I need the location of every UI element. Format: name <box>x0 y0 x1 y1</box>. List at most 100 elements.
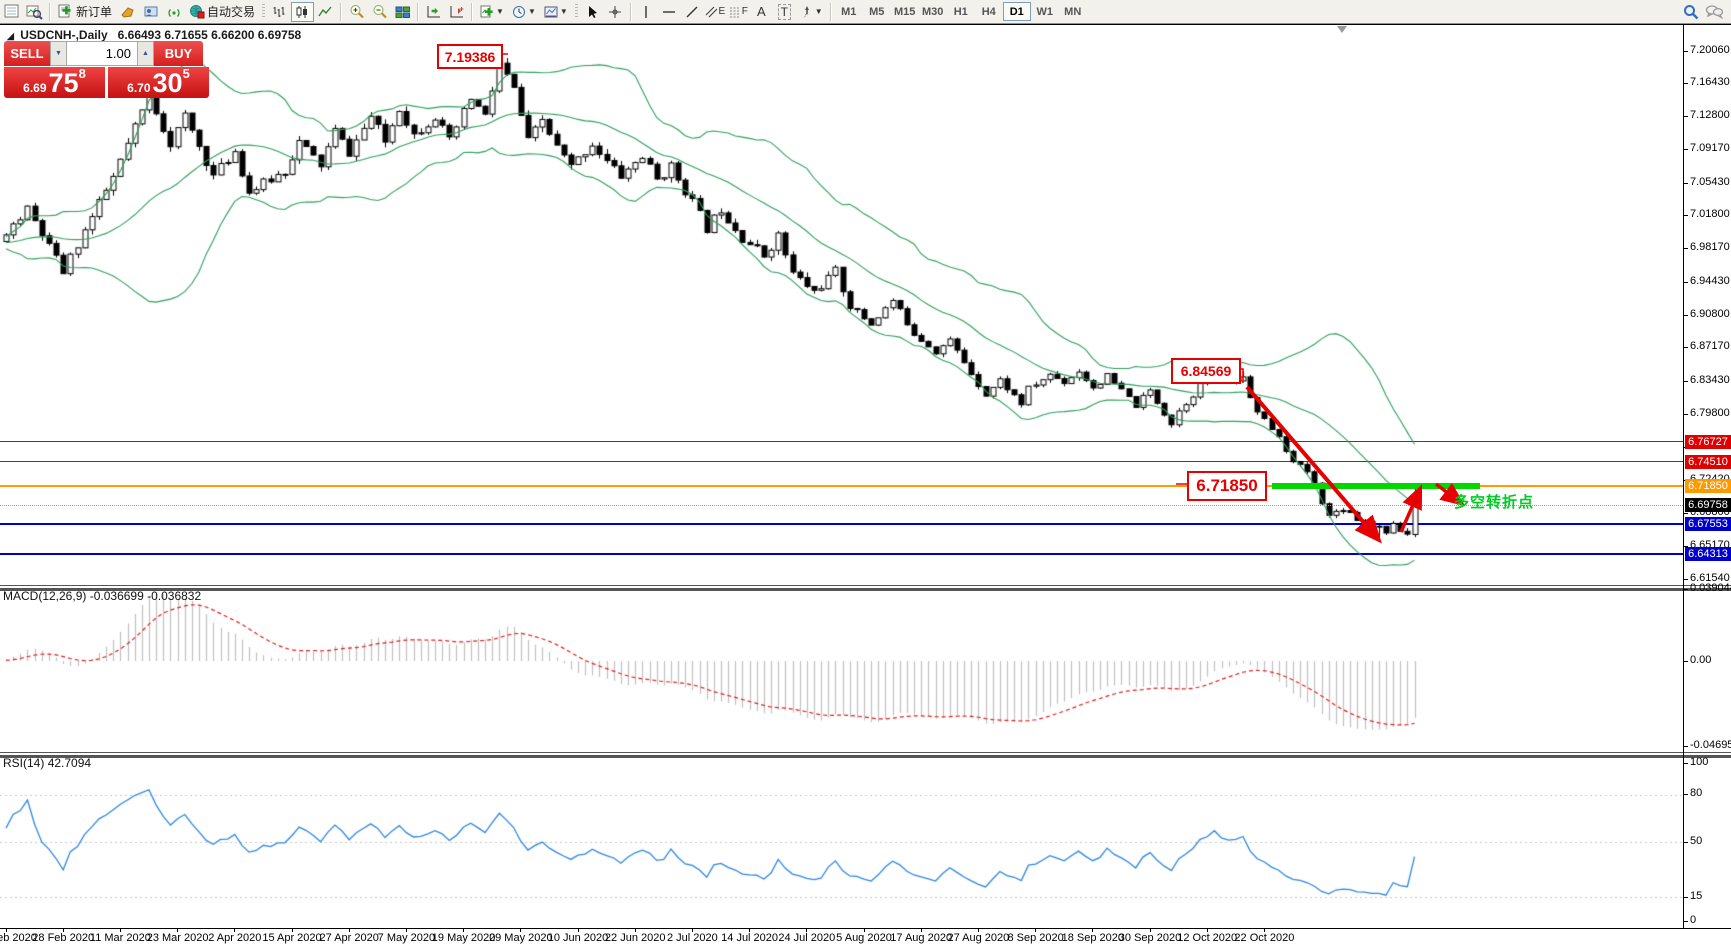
timeframe-button-m30[interactable]: M30 <box>922 5 944 18</box>
zoom-out-button[interactable] <box>368 2 391 22</box>
volume-increase-button[interactable]: ▲ <box>137 41 154 66</box>
signals-icon <box>167 8 180 17</box>
search-button[interactable] <box>1679 2 1702 22</box>
price-line-label: 6.76727 <box>1685 435 1731 449</box>
date-tick-mark <box>806 929 807 932</box>
trend-arrow-object[interactable] <box>1399 484 1423 533</box>
expert-advisors-button[interactable] <box>116 2 139 22</box>
price-line-label: 6.64313 <box>1685 547 1731 561</box>
pivot-zone-highlight[interactable] <box>1272 483 1480 489</box>
price-tick-mark <box>1683 83 1688 84</box>
chart-title: ◢ USDCNH-,Daily 6.66493 6.71655 6.66200 … <box>7 28 301 42</box>
timeframe-button-h1[interactable]: H1 <box>953 5 968 18</box>
trendline-tool-button[interactable] <box>681 2 704 22</box>
signals-button[interactable] <box>162 2 185 22</box>
periods-button[interactable]: ▼ <box>508 2 540 22</box>
arrows-tool-button[interactable]: ▼ <box>796 2 827 22</box>
date-tick-mark <box>520 929 521 932</box>
metaeditor-button[interactable] <box>139 2 162 22</box>
drawing-objects-overlay[interactable] <box>0 25 1683 585</box>
new-order-button[interactable]: 新订单 <box>54 2 116 22</box>
candlestick-chart-button[interactable] <box>291 1 315 22</box>
sell-price-quote[interactable]: 6.69 75 8 <box>4 67 105 98</box>
chevron-down-icon: ▼ <box>496 7 504 16</box>
buy-price-quote[interactable]: 6.70 30 5 <box>108 67 209 98</box>
date-tick-mark <box>1264 929 1265 932</box>
rsi-tick-label: 0 <box>1690 914 1697 926</box>
sell-button[interactable]: SELL <box>4 41 50 66</box>
timeframe-button-m1[interactable]: M1 <box>841 5 857 18</box>
volume-decrease-button[interactable]: ▼ <box>50 41 67 66</box>
date-tick-mark <box>692 929 693 932</box>
swing-high-price-label[interactable]: 7.19386 <box>437 44 503 69</box>
toolbar-separator <box>471 2 474 21</box>
autotrading-label: 自动交易 <box>207 5 256 19</box>
expert-advisors-icon <box>120 6 134 18</box>
toolbar-separator <box>340 2 343 21</box>
timeframe-button-h4[interactable]: H4 <box>981 5 996 18</box>
rsi-indicator-canvas[interactable] <box>0 755 1683 928</box>
toolbar-separator <box>629 2 632 21</box>
templates-button[interactable]: ▼ <box>540 2 572 22</box>
chart-shift-button[interactable] <box>445 2 468 22</box>
text-tool-button[interactable]: A <box>750 2 773 22</box>
pane-separator[interactable] <box>0 752 1731 755</box>
indicators-button[interactable]: ▼ <box>476 2 508 22</box>
cursor-button[interactable] <box>581 2 604 22</box>
candlestick-chart-icon <box>296 5 308 18</box>
timeframe-button-w1[interactable]: W1 <box>1036 5 1053 18</box>
horizontal-line-tool-button[interactable] <box>658 2 681 22</box>
rsi-value: 42.7094 <box>47 756 92 770</box>
auto-scroll-button[interactable] <box>422 2 445 22</box>
zoom-in-button[interactable] <box>345 2 368 22</box>
pane-separator[interactable] <box>0 585 1731 588</box>
text-label-tool-button[interactable]: T <box>773 2 796 22</box>
new-chart-button[interactable] <box>0 2 23 22</box>
text-label-icon: T <box>777 3 791 20</box>
toolbar-drag-handle[interactable] <box>574 4 578 19</box>
timeframe-button-mn[interactable]: MN <box>1064 5 1082 18</box>
bar-chart-button[interactable] <box>268 2 291 22</box>
vertical-line-tool-button[interactable] <box>635 2 658 22</box>
pivot-note-text[interactable]: 多空转折点 <box>1454 494 1535 511</box>
new-order-label: 新订单 <box>76 5 113 19</box>
price-line-label: 6.67553 <box>1685 517 1731 531</box>
macd-tick-mark <box>1683 589 1688 590</box>
fibonacci-tool-button[interactable]: F <box>727 2 750 22</box>
chart-shift-marker[interactable] <box>1337 26 1347 33</box>
price-tick-mark <box>1683 347 1688 348</box>
crosshair-button[interactable] <box>604 2 627 22</box>
timeframe-button-d1[interactable]: D1 <box>1002 2 1031 21</box>
trend-arrow-object[interactable] <box>1434 482 1466 507</box>
date-tick-label: 23 Mar 2020 <box>146 932 209 944</box>
buy-price-major: 6.70 <box>127 81 151 95</box>
date-tick-label: 19 May 2020 <box>431 932 496 944</box>
crosshair-icon <box>609 5 622 18</box>
toolbar-drag-handle[interactable] <box>262 4 266 19</box>
pivot-price-label[interactable]: 6.71850 <box>1187 471 1267 501</box>
rsi-indicator-title: RSI(14) 42.7094 <box>3 756 92 770</box>
vertical-line-icon <box>645 5 647 18</box>
toolbar-separator <box>829 2 832 21</box>
autotrading-icon <box>190 5 205 19</box>
pullback-high-price-label[interactable]: 6.84569 <box>1171 358 1241 384</box>
community-button[interactable] <box>1702 2 1725 22</box>
price-tick-mark <box>1683 513 1688 514</box>
volume-input[interactable] <box>67 41 137 66</box>
profiles-button[interactable] <box>23 2 46 22</box>
autotrading-button[interactable]: 自动交易 <box>185 2 259 22</box>
price-tick-label: 7.12800 <box>1690 109 1730 121</box>
timeframe-button-m15[interactable]: M15 <box>894 5 916 18</box>
line-chart-button[interactable] <box>314 2 337 22</box>
timeframe-button-m5[interactable]: M5 <box>869 5 885 18</box>
main-price-chart-canvas[interactable] <box>0 25 1683 585</box>
toolbar: 新订单 自动交易 ▼ ▼ <box>0 0 1731 24</box>
macd-indicator-canvas[interactable] <box>0 588 1683 752</box>
buy-button[interactable]: BUY <box>154 41 203 66</box>
date-tick-label: 18 Sep 2020 <box>1061 932 1124 944</box>
trend-arrow-object[interactable] <box>1245 385 1382 544</box>
tile-windows-button[interactable] <box>391 2 414 22</box>
chart-window: ◢ USDCNH-,Daily 6.66493 6.71655 6.66200 … <box>0 24 1731 945</box>
buy-price-pips: 30 <box>152 68 183 98</box>
channel-tool-button[interactable]: E <box>704 2 727 22</box>
